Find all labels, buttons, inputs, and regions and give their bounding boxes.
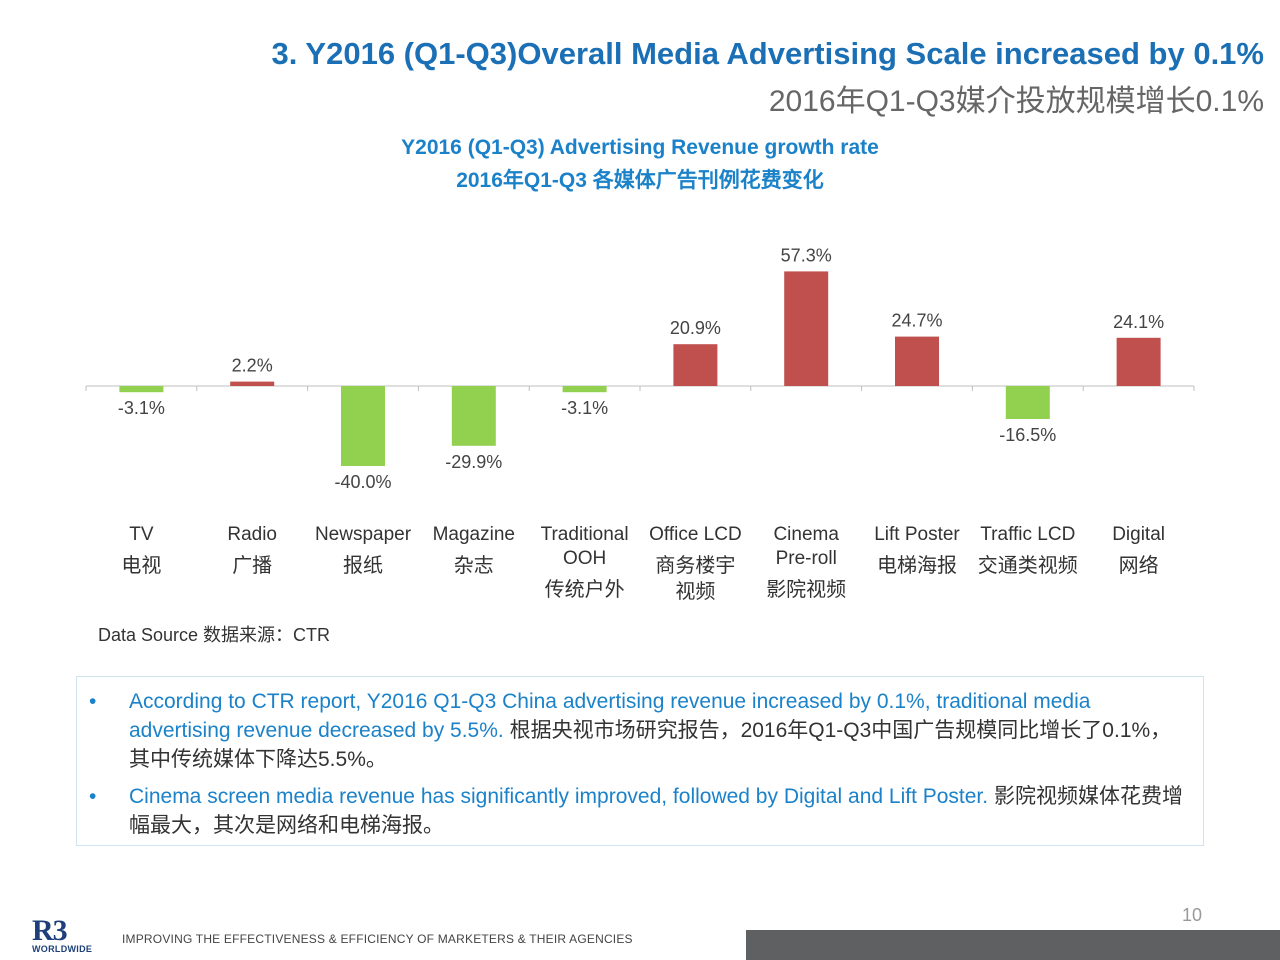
note-text-en: According to CTR report, Y2016 Q1-Q3 Chi… — [129, 690, 1091, 742]
r3-logo: R3 WORLDWIDE — [32, 914, 98, 954]
footer-bar — [746, 930, 1280, 960]
bar — [451, 386, 496, 446]
note-text-cn: 根据央视市场研究报告，2016年Q1-Q3中国广告规模同比增长了0.1%，其中传… — [129, 719, 1172, 771]
bar — [230, 381, 275, 386]
category-label-cn: 商务楼宇 — [655, 554, 735, 577]
slide-title-cn: 2016年Q1-Q3媒介投放规模增长0.1% — [768, 85, 1264, 118]
category-label-cn: 视频 — [675, 580, 715, 603]
category-label-cn: 影院视频 — [766, 578, 846, 601]
bar — [1116, 337, 1161, 386]
category-label-cn: 网络 — [1119, 554, 1159, 577]
category-label-cn: 电视 — [121, 554, 161, 577]
logo-sub: WORLDWIDE — [32, 944, 93, 954]
note-item: • Cinema screen media revenue has signif… — [89, 782, 1183, 840]
bar — [784, 271, 829, 386]
data-label: -3.1% — [561, 398, 608, 418]
note-text-cn: 影院视频媒体花费增幅最大，其次是网络和电梯海报。 — [129, 785, 1183, 837]
data-label: 57.3% — [781, 245, 832, 265]
data-label: 2.2% — [232, 356, 273, 376]
bullet-icon: • — [89, 785, 97, 808]
category-label: Traffic LCD — [980, 524, 1075, 545]
logo-mark: R3 — [32, 914, 68, 947]
note-text-en: Cinema screen media revenue has signific… — [129, 785, 989, 808]
data-label: -16.5% — [999, 425, 1056, 445]
category-label-cn: 交通类视频 — [978, 554, 1078, 577]
chart-title: Y2016 (Q1-Q3) Advertising Revenue growth… — [401, 136, 879, 159]
bar — [1005, 386, 1050, 419]
data-label: 24.7% — [891, 311, 942, 331]
bar — [562, 386, 607, 393]
category-label-cn: 电梯海报 — [877, 554, 957, 577]
bar — [673, 344, 718, 386]
category-label: TV — [129, 524, 154, 545]
category-label: Traditional — [541, 524, 629, 545]
bar — [341, 386, 385, 466]
category-label: Newspaper — [315, 524, 412, 545]
category-label: Cinema — [773, 524, 839, 545]
note-item: • According to CTR report, Y2016 Q1-Q3 C… — [89, 687, 1183, 774]
category-label: Office LCD — [649, 524, 742, 545]
data-label: -3.1% — [118, 398, 165, 418]
category-label: Lift Poster — [874, 524, 960, 545]
data-label: -40.0% — [334, 472, 391, 492]
category-label-cn: 报纸 — [343, 554, 383, 577]
bullet-icon: • — [89, 690, 97, 713]
data-source: Data Source 数据来源：CTR — [98, 625, 331, 645]
category-label-cn: 杂志 — [454, 554, 494, 577]
category-label: Radio — [227, 524, 277, 545]
footer-tagline: IMPROVING THE EFFECTIVENESS & EFFICIENCY… — [122, 932, 633, 946]
notes-box: • According to CTR report, Y2016 Q1-Q3 C… — [76, 676, 1204, 846]
category-label: Pre-roll — [776, 548, 837, 569]
category-label-cn: 广播 — [232, 554, 272, 577]
page-number: 10 — [1181, 905, 1202, 925]
chart-subtitle: 2016年Q1-Q3 各媒体广告刊例花费变化 — [456, 169, 824, 192]
category-label: OOH — [563, 548, 606, 569]
category-label: Digital — [1112, 524, 1165, 545]
bar — [895, 336, 939, 386]
data-label: 20.9% — [670, 318, 721, 338]
data-label: 24.1% — [1113, 312, 1164, 332]
bar — [119, 386, 164, 393]
bar-chart: -3.1% TV 电视 2.2% Radio 广播 -40.0% Newspaper 报纸 -29… — [85, 245, 1195, 603]
category-label-cn: 传统户外 — [545, 578, 625, 601]
category-label: Magazine — [433, 524, 515, 545]
data-label: -29.9% — [445, 452, 502, 472]
slide-title-en: 3. Y2016 (Q1-Q3)Overall Media Advertisin… — [271, 36, 1264, 71]
